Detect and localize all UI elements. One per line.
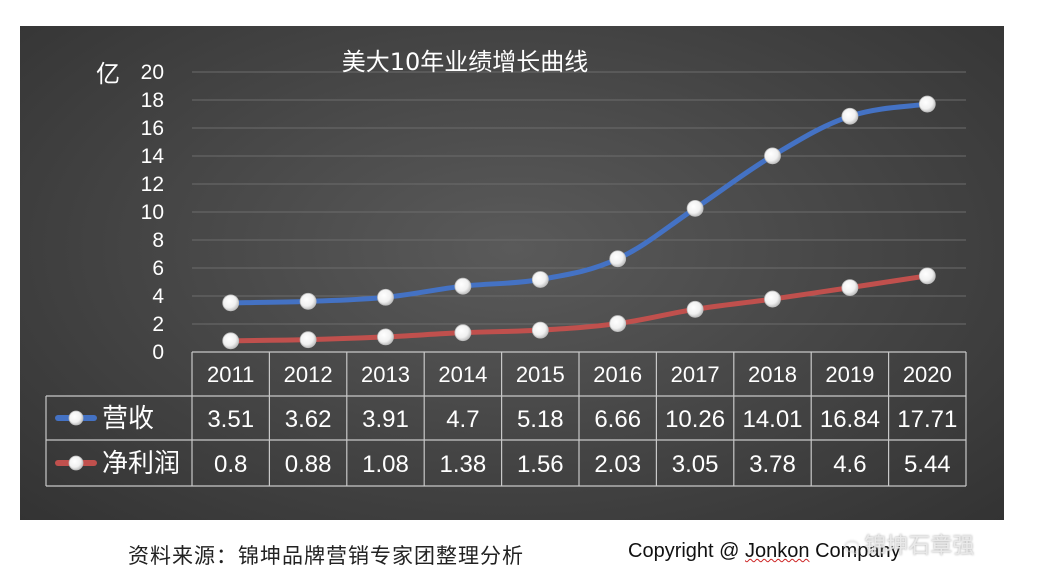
- data-point: [377, 328, 394, 346]
- data-point: [531, 321, 549, 339]
- data-table-cell: 2.03: [594, 451, 641, 478]
- y-tick-label: 2: [152, 313, 164, 336]
- data-point: [454, 277, 472, 295]
- y-tick-label: 10: [141, 201, 164, 224]
- data-point: [764, 147, 781, 165]
- data-table-cell: 5.44: [904, 451, 951, 478]
- x-tick-label: 2013: [361, 362, 410, 387]
- x-tick-label: 2017: [671, 362, 720, 387]
- data-table-cell: 3.62: [285, 406, 332, 433]
- data-point: [764, 290, 781, 308]
- wechat-icon: 🗨: [842, 538, 863, 557]
- legend-label: 营收: [102, 404, 154, 434]
- data-table-cell: 14.01: [742, 406, 802, 433]
- data-table-cell: 17.71: [897, 406, 957, 433]
- watermark: 🗨锦坤石章强: [842, 528, 974, 560]
- copyright-suffix: Company: [809, 540, 901, 562]
- x-tick-label: 2018: [748, 362, 797, 387]
- data-table-cell: 3.91: [362, 406, 409, 433]
- data-point: [686, 300, 704, 318]
- y-tick-label: 14: [141, 145, 165, 168]
- data-point: [299, 331, 317, 349]
- series-line: [228, 101, 930, 306]
- data-point: [377, 288, 394, 306]
- data-table-cell: 4.7: [446, 406, 479, 433]
- y-tick-label: 8: [152, 229, 164, 252]
- y-tick-label: 18: [141, 89, 164, 112]
- data-table-cell: 0.88: [285, 451, 332, 478]
- data-point: [222, 294, 240, 312]
- x-tick-label: 2020: [903, 362, 952, 387]
- data-table-cell: 0.8: [214, 451, 247, 478]
- data-point: [918, 95, 936, 113]
- chart-panel: 0 2 4 6 8 10 12 14 16 18 20 美大10年业绩增长曲线 亿 2011 2012…: [20, 26, 1004, 520]
- data-table-cell: 3.51: [207, 406, 254, 433]
- chart-title: 美大10年业绩增长曲线: [342, 48, 589, 76]
- data-point: [609, 250, 627, 268]
- data-table-cell: 3.78: [749, 451, 796, 478]
- x-tick-label: 2016: [593, 362, 642, 387]
- data-point: [841, 279, 859, 297]
- data-point: [454, 324, 472, 342]
- legend-swatch-marker: [68, 410, 84, 426]
- copyright-prefix: Copyright @: [628, 540, 746, 562]
- data-point: [609, 315, 627, 332]
- legend-swatch-marker: [68, 455, 84, 471]
- x-tick-label: 2012: [284, 362, 333, 387]
- y-tick-label: 12: [141, 173, 164, 196]
- data-table-cell: 6.66: [594, 406, 641, 433]
- y-tick-label: 20: [141, 61, 164, 84]
- y-tick-label: 0: [152, 341, 164, 364]
- data-table-cell: 4.6: [833, 451, 866, 478]
- x-tick-label: 2011: [207, 362, 254, 387]
- y-tick-label: 6: [152, 257, 164, 280]
- y-axis-unit-label: 亿: [96, 60, 120, 88]
- data-point: [686, 199, 704, 217]
- y-tick-label: 16: [141, 117, 164, 140]
- copyright-note: Copyright @ Jonkon Company: [628, 540, 901, 563]
- data-table-cell: 16.84: [820, 406, 880, 433]
- chart-svg: 0 2 4 6 8 10 12 14 16 18 20 美大10年业绩增长曲线 亿 2011 2012…: [45, 48, 967, 487]
- watermark-text: 锦坤石章强: [864, 534, 975, 559]
- series-line: [228, 273, 930, 344]
- data-table-cell: 3.05: [672, 451, 719, 478]
- data-table-cell: 5.18: [517, 406, 564, 433]
- data-point: [918, 267, 936, 285]
- x-tick-label: 2019: [825, 362, 874, 387]
- y-tick-label: 4: [152, 285, 164, 308]
- copyright-name: Jonkon: [745, 540, 810, 562]
- data-table-cell: 1.08: [362, 451, 409, 478]
- x-tick-label: 2014: [438, 362, 487, 387]
- data-table-cell: 10.26: [665, 406, 725, 433]
- data-point: [299, 292, 317, 310]
- data-table-cell: 1.56: [517, 451, 564, 478]
- data-table-cell: 1.38: [440, 451, 487, 478]
- data-point: [222, 332, 240, 350]
- data-point: [531, 271, 549, 288]
- x-tick-label: 2015: [516, 362, 565, 387]
- legend-label: 净利润: [102, 449, 180, 479]
- data-point: [841, 107, 859, 125]
- source-note: 资料来源：锦坤品牌营销专家团整理分析: [128, 544, 524, 568]
